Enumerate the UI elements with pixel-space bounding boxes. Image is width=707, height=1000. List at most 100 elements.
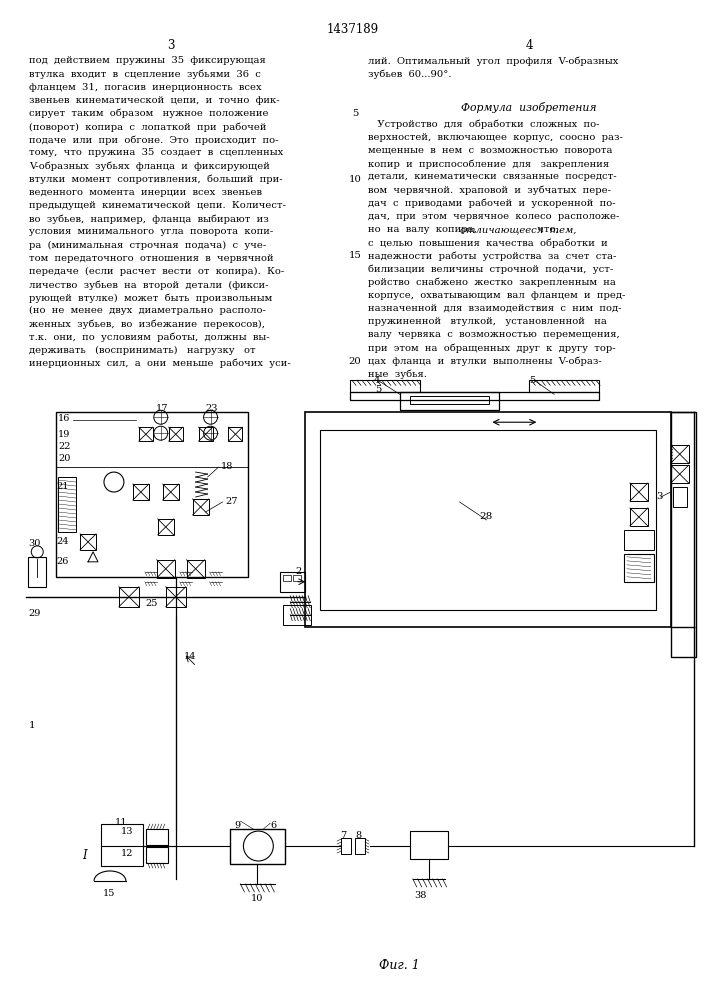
Bar xyxy=(671,465,689,483)
Bar xyxy=(158,519,174,535)
Text: (поворот)  копира  с  лопаткой  при  рабочей: (поворот) копира с лопаткой при рабочей xyxy=(29,122,267,132)
Text: том  передаточного  отношения  в  червячной: том передаточного отношения в червячной xyxy=(29,254,274,263)
Text: пружиненной   втулкой,   установленной   на: пружиненной втулкой, установленной на xyxy=(368,317,607,326)
Text: женных  зубьев,  во  избежание  перекосов),: женных зубьев, во избежание перекосов), xyxy=(29,320,265,329)
Text: ройство  снабжено  жестко  закрепленным  на: ройство снабжено жестко закрепленным на xyxy=(368,278,616,287)
Bar xyxy=(157,560,175,578)
Text: 14: 14 xyxy=(184,652,196,661)
Text: лий.  Оптимальный  угол  профиля  V-образных: лий. Оптимальный угол профиля V-образных xyxy=(368,56,619,66)
Bar xyxy=(230,829,285,864)
Text: сирует  таким  образом   нужное  положение: сирует таким образом нужное положение xyxy=(29,109,269,118)
Text: 25: 25 xyxy=(146,599,158,608)
Text: 6: 6 xyxy=(270,821,276,830)
Text: подаче  или  при  обгоне.  Это  происходит  по-: подаче или при обгоне. Это происходит по… xyxy=(29,135,279,145)
Bar xyxy=(80,534,96,550)
Text: личество  зубьев  на  второй  детали  (фикси-: личество зубьев на второй детали (фикси- xyxy=(29,280,269,290)
Text: но  на  валу  копира,: но на валу копира, xyxy=(368,225,483,234)
Text: 27: 27 xyxy=(226,497,238,506)
Bar xyxy=(410,396,489,404)
Text: 30: 30 xyxy=(28,539,41,548)
Text: во  зубьев,  например,  фланца  выбирают  из: во зубьев, например, фланца выбирают из xyxy=(29,214,269,224)
Bar xyxy=(133,484,148,500)
Bar xyxy=(187,560,204,578)
Text: 2: 2 xyxy=(296,567,301,576)
Bar xyxy=(630,483,648,501)
Text: копир  и  приспособление  для   закрепления: копир и приспособление для закрепления xyxy=(368,159,609,169)
Text: 5: 5 xyxy=(375,385,381,394)
Text: 15: 15 xyxy=(103,889,115,898)
Text: 5: 5 xyxy=(352,109,358,118)
Bar xyxy=(320,430,656,610)
Text: зубьев  60...90°.: зубьев 60...90°. xyxy=(368,69,452,79)
Text: 1437189: 1437189 xyxy=(327,23,379,36)
Bar xyxy=(228,427,243,441)
Bar xyxy=(355,838,365,854)
Text: инерционных  сил,  а  они  меньше  рабочих  уси-: инерционных сил, а они меньше рабочих ус… xyxy=(29,359,291,368)
Text: (но  не  менее  двух  диаметрально  располо-: (но не менее двух диаметрально располо- xyxy=(29,306,266,315)
Bar xyxy=(305,412,671,627)
Text: I: I xyxy=(82,849,87,862)
Text: 8: 8 xyxy=(355,831,361,840)
Text: 20: 20 xyxy=(349,357,361,366)
Text: ные  зубья.: ные зубья. xyxy=(368,370,427,379)
Text: верхностей,  включающее  корпус,  соосно  раз-: верхностей, включающее корпус, соосно ра… xyxy=(368,133,623,142)
Bar xyxy=(400,392,499,410)
Bar xyxy=(101,824,143,866)
Text: Устройство  для  обработки  сложных  по-: Устройство для обработки сложных по- xyxy=(368,120,600,129)
Text: при  этом  на  обращенных  друг  к  другу  тор-: при этом на обращенных друг к другу тор- xyxy=(368,343,616,353)
Bar xyxy=(284,575,291,581)
Text: 10: 10 xyxy=(349,175,361,184)
Text: 5: 5 xyxy=(530,376,536,385)
Text: 3: 3 xyxy=(167,39,175,52)
Text: 18: 18 xyxy=(221,462,233,471)
Text: 23: 23 xyxy=(206,404,218,413)
Bar xyxy=(624,530,654,550)
Bar xyxy=(624,554,654,582)
Bar xyxy=(28,557,46,587)
Text: 20: 20 xyxy=(58,454,71,463)
Bar xyxy=(293,575,301,581)
Text: ра  (минимальная  строчная  подача)  с  уче-: ра (минимальная строчная подача) с уче- xyxy=(29,241,267,250)
Bar xyxy=(530,380,599,392)
Bar xyxy=(165,587,186,607)
Text: дач  с  приводами  рабочей  и  ускоренной  по-: дач с приводами рабочей и ускоренной по- xyxy=(368,199,616,208)
Text: надежности  работы  устройства  за  счет  ста-: надежности работы устройства за счет ста… xyxy=(368,251,617,261)
Text: 21: 21 xyxy=(56,482,69,491)
Bar xyxy=(671,412,696,657)
Text: 4: 4 xyxy=(525,39,533,52)
Text: 13: 13 xyxy=(121,827,134,836)
Bar xyxy=(146,829,168,845)
Text: предыдущей  кинематической  цепи.  Количест-: предыдущей кинематической цепи. Количест… xyxy=(29,201,286,210)
Text: билизации  величины  строчной  подачи,  уст-: билизации величины строчной подачи, уст- xyxy=(368,264,613,274)
Text: вом  червячной.  храповой  и  зубчатых  пере-: вом червячной. храповой и зубчатых пере- xyxy=(368,185,611,195)
Text: под  действием  пружины  35  фиксирующая: под действием пружины 35 фиксирующая xyxy=(29,56,266,65)
Text: 22: 22 xyxy=(58,442,71,451)
Text: Формула  изобретения: Формула изобретения xyxy=(462,102,597,113)
Bar xyxy=(139,427,153,441)
Text: звеньев  кинематической  цепи,  и  точно  фик-: звеньев кинематической цепи, и точно фик… xyxy=(29,96,280,105)
Text: V-образных  зубьях  фланца  и  фиксирующей: V-образных зубьях фланца и фиксирующей xyxy=(29,162,270,171)
Text: фланцем  31,  погасив  инерционность  всех: фланцем 31, погасив инерционность всех xyxy=(29,83,262,92)
Text: держивать   (воспринимать)   нагрузку   от: держивать (воспринимать) нагрузку от xyxy=(29,346,256,355)
Text: дач,  при  этом  червячное  колесо  расположе-: дач, при этом червячное колесо расположе… xyxy=(368,212,619,221)
Bar xyxy=(673,487,686,507)
Bar xyxy=(410,831,448,859)
Text: что,: что, xyxy=(531,225,559,234)
Text: назначенной  для  взаимодействия  с  ним  под-: назначенной для взаимодействия с ним под… xyxy=(368,304,621,313)
Bar xyxy=(58,477,76,532)
Text: 7: 7 xyxy=(340,831,346,840)
Text: т.к.  они,  по  условиям  работы,  должны  вы-: т.к. они, по условиям работы, должны вы- xyxy=(29,333,270,342)
Text: Фиг. 1: Фиг. 1 xyxy=(380,959,420,972)
Bar xyxy=(350,380,420,392)
Text: 4: 4 xyxy=(374,376,380,385)
Text: условия  минимального  угла  поворота  копи-: условия минимального угла поворота копи- xyxy=(29,227,274,236)
Text: 19: 19 xyxy=(58,430,71,439)
Text: детали,  кинематически  связанные  посредст-: детали, кинематически связанные посредст… xyxy=(368,172,617,181)
Bar xyxy=(163,484,179,500)
Text: рующей  втулке)  может  быть  произвольным: рующей втулке) может быть произвольным xyxy=(29,293,272,303)
Bar xyxy=(169,427,182,441)
Bar xyxy=(284,605,311,625)
Text: втулки  момент  сопротивления,  больший  при-: втулки момент сопротивления, больший при… xyxy=(29,175,283,184)
Text: 29: 29 xyxy=(28,609,41,618)
Text: 3: 3 xyxy=(656,492,662,501)
